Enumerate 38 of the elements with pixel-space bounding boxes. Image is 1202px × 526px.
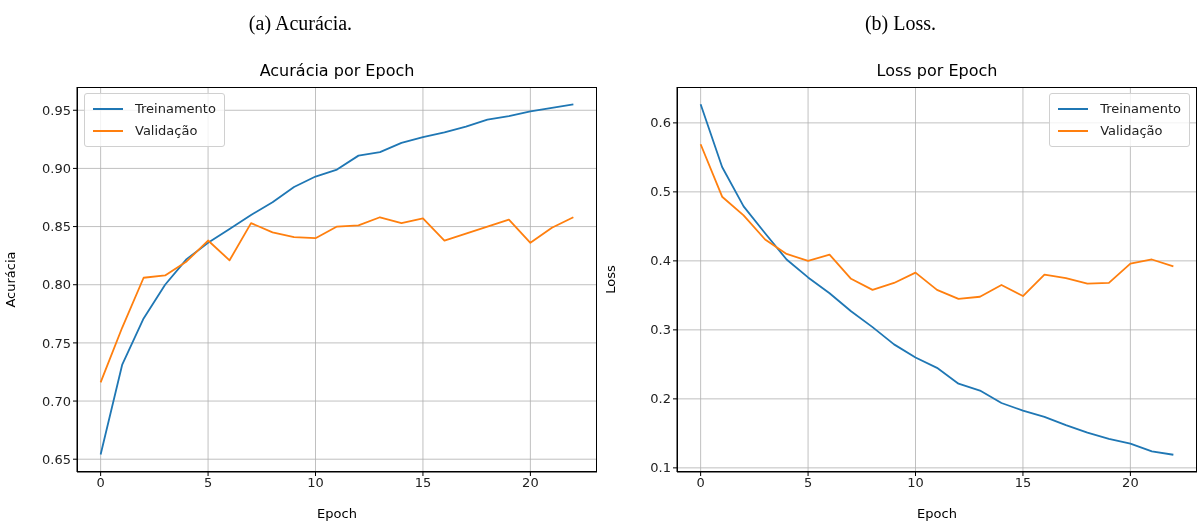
y-tick-label: 0.2	[650, 391, 671, 407]
legend-label: Validação	[135, 122, 198, 140]
x-tick-label: 5	[803, 475, 813, 491]
y-tick-label: 0.95	[42, 102, 71, 118]
x-tick-label: 10	[907, 475, 924, 491]
y-tick-label: 0.1	[650, 460, 671, 476]
line-series	[699, 143, 1175, 300]
y-tick-label: 0.65	[42, 451, 71, 467]
legend-label: Validação	[1100, 122, 1163, 140]
text: (a) Acurácia.	[247, 12, 354, 35]
line-series	[99, 103, 575, 456]
y-tick-label: 0.3	[650, 322, 671, 338]
x-tick-label: 10	[307, 475, 324, 491]
x-tick-label: 0	[96, 475, 105, 491]
x-axis-title: Epoch	[917, 506, 957, 521]
x-tick-label: 20	[1122, 475, 1139, 491]
y-tick-label: 0.70	[42, 393, 71, 409]
y-axis-title: Acurácia	[2, 251, 18, 308]
chart-title: Acurácia por Epoch	[258, 61, 416, 80]
x-tick-label: 15	[1014, 475, 1032, 491]
legend-label: Treinamento	[135, 100, 216, 118]
text: (b) Loss.	[863, 12, 938, 35]
x-tick-label: 5	[203, 475, 213, 491]
y-tick-label: 0.85	[42, 219, 71, 235]
y-tick-label: 0.4	[650, 253, 671, 269]
x-tick-label: 0	[696, 475, 705, 491]
line-series	[99, 216, 575, 384]
y-tick-label: 0.6	[650, 115, 671, 131]
x-tick-label: 15	[414, 475, 432, 491]
y-axis-title: Loss	[602, 265, 618, 294]
y-tick-label: 0.75	[42, 335, 71, 351]
x-tick-label: 20	[522, 475, 539, 491]
chart-title: Loss por Epoch	[875, 61, 999, 80]
legend-label: Treinamento	[1100, 100, 1181, 118]
y-tick-label: 0.80	[42, 277, 71, 293]
y-tick-label: 0.5	[650, 184, 671, 200]
y-tick-label: 0.90	[42, 161, 71, 177]
x-axis-title: Epoch	[317, 506, 357, 521]
